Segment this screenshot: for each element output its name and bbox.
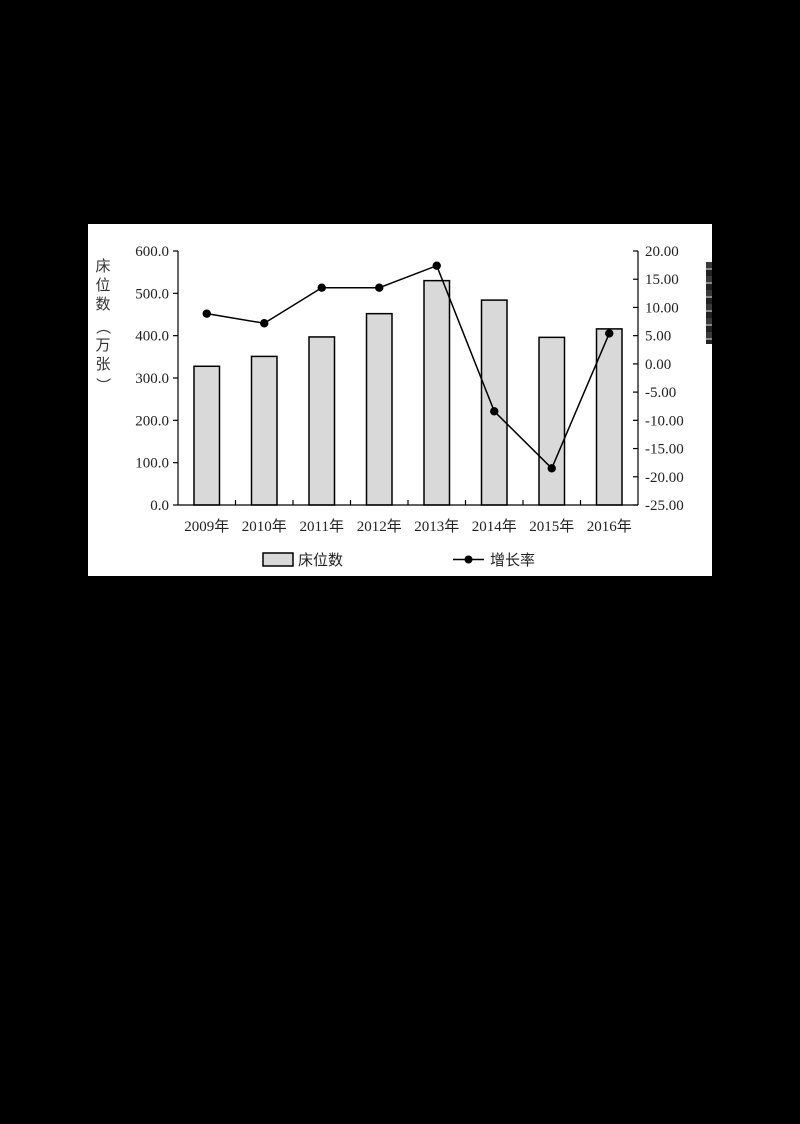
- data-point-marker: [432, 261, 441, 270]
- bar: [308, 336, 336, 506]
- x-tick-label: 2010年: [242, 518, 287, 535]
- bar: [193, 365, 221, 506]
- data-point-marker: [202, 309, 211, 318]
- x-tick-label: 2015年: [529, 518, 574, 535]
- right-axis: -25.00 -20.00 -15.00 -10.00 -5.00 0.00 5.00 10.…: [633, 244, 684, 514]
- left-axis-title-char: 床: [95, 257, 110, 275]
- right-tick-label: 20.00: [645, 244, 679, 260]
- right-tick-label: 10.00: [645, 300, 679, 316]
- right-tick-label: -5.00: [645, 385, 676, 401]
- legend: 床位数 增长率: [262, 551, 535, 569]
- left-axis-title-char: ）: [94, 377, 112, 392]
- bar: [250, 355, 278, 506]
- line-series: [202, 261, 614, 473]
- right-tick-label: 5.00: [645, 329, 671, 345]
- bar-series: [193, 279, 623, 506]
- right-tick-label: 0.00: [645, 357, 671, 373]
- data-point-marker: [490, 407, 499, 416]
- x-tick-label: 2012年: [357, 518, 402, 535]
- bar: [365, 312, 393, 506]
- legend-bar-label: 床位数: [298, 551, 343, 569]
- legend-line-label: 增长率: [490, 551, 535, 569]
- left-tick-label: 400.0: [135, 329, 169, 345]
- x-tick-label: 2011年: [300, 518, 344, 535]
- right-tick-label: -25.00: [645, 498, 684, 514]
- left-tick-label: 200.0: [135, 413, 169, 429]
- legend-marker-icon: [464, 555, 473, 564]
- right-tick-label: -20.00: [645, 470, 684, 486]
- left-tick-label: 500.0: [135, 286, 169, 302]
- left-axis-title-char: 万: [95, 336, 110, 354]
- bar: [480, 299, 508, 506]
- left-tick-label: 100.0: [135, 456, 169, 472]
- left-axis-title-char: （: [94, 319, 112, 334]
- left-tick-label: 300.0: [135, 371, 169, 387]
- data-point-marker: [260, 319, 269, 328]
- x-axis: 2009年 2010年 2011年 2012年 2013年 2014年 2015年 2016年: [178, 500, 638, 535]
- left-axis-title-char: 位: [95, 276, 110, 294]
- x-tick-label: 2016年: [587, 518, 632, 535]
- right-tick-label: -15.00: [645, 442, 684, 458]
- bar: [538, 336, 566, 506]
- data-point-marker: [547, 464, 556, 473]
- left-tick-label: 600.0: [135, 244, 169, 260]
- chart-panel: 床位数 （ 万张 ） 0.0 100.0 200.0 300.0 400.0 500.0 600.…: [88, 224, 712, 576]
- x-tick-label: 2013年: [414, 518, 459, 535]
- clipped-right-axis-title: [706, 262, 712, 344]
- x-tick-label: 2014年: [472, 518, 517, 535]
- bar: [423, 279, 451, 506]
- data-point-marker: [605, 329, 614, 338]
- data-point-marker: [317, 283, 326, 292]
- right-tick-label: -10.00: [645, 413, 684, 429]
- left-axis-title-char: 数: [95, 295, 110, 313]
- left-axis-title-char: 张: [95, 355, 110, 373]
- legend-bar-swatch: [262, 552, 294, 567]
- left-axis-title: 床位数 （ 万张 ）: [94, 257, 112, 393]
- x-tick-label: 2009年: [184, 518, 229, 535]
- right-tick-label: 15.00: [645, 272, 679, 288]
- left-axis: 0.0 100.0 200.0 300.0 400.0 500.0 600.0: [135, 244, 179, 514]
- combo-chart: 床位数 （ 万张 ） 0.0 100.0 200.0 300.0 400.0 500.0 600.…: [94, 244, 684, 569]
- growth-line: [206, 264, 610, 470]
- left-tick-label: 0.0: [150, 498, 169, 514]
- data-point-marker: [375, 283, 384, 292]
